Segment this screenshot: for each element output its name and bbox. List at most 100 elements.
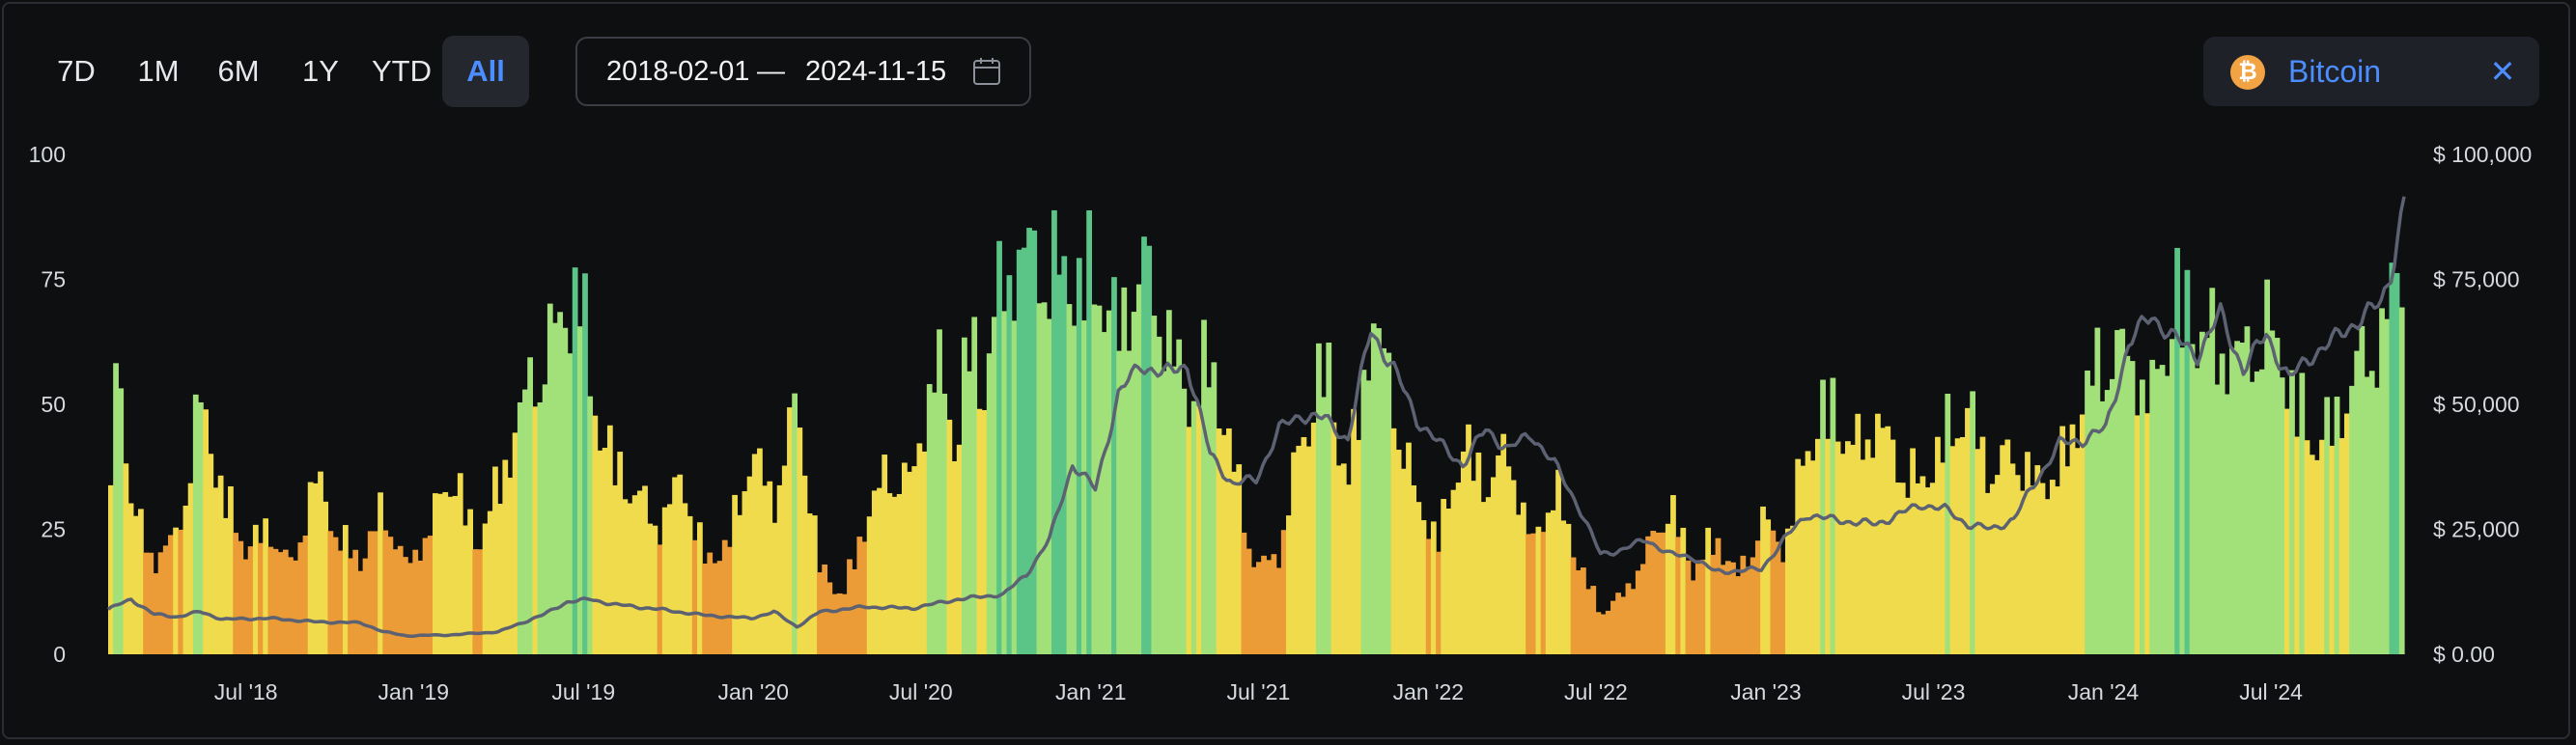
- index-bar: [487, 510, 493, 654]
- index-bar: [1261, 555, 1267, 654]
- close-icon[interactable]: ✕: [2489, 54, 2516, 89]
- index-bar: [1480, 502, 1487, 654]
- index-bar: [1346, 484, 1352, 654]
- index-bar: [173, 527, 179, 654]
- index-bar: [746, 476, 753, 654]
- index-bar: [138, 509, 144, 654]
- index-bar: [1530, 533, 1537, 654]
- range-all-button[interactable]: All: [442, 36, 529, 107]
- index-bar: [1236, 464, 1243, 654]
- index-bar: [447, 496, 454, 654]
- index-bar: [2259, 369, 2265, 654]
- left-axis-label: 100: [29, 142, 66, 167]
- index-bar: [512, 432, 518, 654]
- range-7d-button[interactable]: 7D: [57, 54, 96, 88]
- index-bar: [1211, 362, 1218, 654]
- x-axis-label: Jul '23: [1902, 679, 1966, 704]
- right-axis-label: $ 25,000: [2433, 517, 2520, 542]
- index-bar: [1595, 612, 1602, 654]
- index-bar: [856, 537, 863, 654]
- index-bar: [1106, 310, 1112, 654]
- index-bar: [2289, 370, 2295, 654]
- index-bar: [1190, 400, 1197, 654]
- index-bar: [1076, 258, 1082, 654]
- index-bar: [1141, 236, 1147, 654]
- range-6m-button[interactable]: 6M: [217, 54, 260, 88]
- index-bar: [1420, 520, 1427, 654]
- index-bar: [1869, 457, 1876, 654]
- index-bar: [452, 495, 459, 654]
- right-axis-label: $ 50,000: [2433, 392, 2520, 417]
- asset-name: Bitcoin: [2288, 54, 2382, 89]
- index-bar: [1665, 523, 1671, 654]
- index-bar: [1036, 303, 1043, 654]
- range-1y-button[interactable]: 1Y: [302, 54, 339, 88]
- index-bar: [1291, 452, 1297, 654]
- index-bar: [1256, 562, 1262, 654]
- left-axis-label: 0: [53, 642, 66, 667]
- index-bar: [797, 428, 803, 654]
- calendar-icon[interactable]: [971, 56, 1002, 87]
- index-bar: [721, 539, 728, 654]
- index-bar: [1526, 534, 1531, 654]
- index-bar: [302, 535, 309, 654]
- index-bar: [1376, 328, 1382, 654]
- index-bar: [127, 503, 134, 654]
- index-bar: [407, 563, 413, 654]
- index-bar: [1231, 471, 1237, 654]
- index-bar: [1605, 610, 1611, 654]
- index-bar: [2309, 455, 2315, 654]
- index-bar: [557, 312, 564, 654]
- index-bar: [1275, 567, 1282, 654]
- index-bar: [1225, 428, 1232, 654]
- index-bar: [1959, 436, 1966, 654]
- index-bar: [826, 582, 833, 654]
- index-bar: [2134, 415, 2141, 654]
- index-bar: [612, 484, 618, 654]
- index-bar: [1250, 566, 1257, 654]
- index-bar: [1924, 487, 1931, 654]
- date-range-picker[interactable]: 2018-02-01 — 2024-11-15: [575, 37, 1031, 106]
- index-bar: [1081, 320, 1087, 654]
- index-bar: [1445, 508, 1452, 654]
- index-bar: [2144, 413, 2150, 654]
- index-bar: [1790, 525, 1796, 654]
- index-bar: [1011, 320, 1018, 654]
- x-axis-label: Jul '19: [551, 679, 615, 704]
- x-axis-label: Jul '20: [889, 679, 953, 704]
- index-bar: [901, 462, 908, 654]
- range-1m-button[interactable]: 1M: [137, 54, 180, 88]
- index-bar: [811, 515, 818, 654]
- index-bar: [2283, 408, 2290, 654]
- range-ytd-button[interactable]: YTD: [372, 54, 432, 88]
- index-bar: [208, 454, 214, 654]
- asset-chip[interactable]: ₿ Bitcoin ✕: [2203, 37, 2539, 106]
- index-bar: [2154, 369, 2161, 654]
- index-bar: [2389, 262, 2395, 654]
- index-bar: [1360, 370, 1367, 654]
- index-bar: [1186, 427, 1192, 654]
- index-bar: [467, 509, 473, 654]
- index-bar: [1321, 397, 1327, 654]
- index-bar: [212, 487, 219, 654]
- index-bar: [1805, 451, 1811, 654]
- index-bar: [2104, 390, 2111, 654]
- index-bar: [1685, 560, 1692, 654]
- index-bar: [2025, 452, 2030, 654]
- index-bar: [2179, 347, 2186, 654]
- index-bar: [1949, 446, 1956, 654]
- index-bar: [168, 535, 174, 654]
- index-bar: [1515, 514, 1522, 654]
- index-bar: [2099, 400, 2106, 654]
- index-bar: [378, 492, 383, 654]
- index-bar: [1585, 589, 1591, 654]
- index-bar: [2224, 394, 2230, 654]
- index-bar: [1905, 497, 1911, 654]
- x-axis-label: Jan '24: [2068, 679, 2140, 704]
- index-bar: [327, 531, 334, 654]
- index-bar: [2294, 436, 2301, 654]
- index-bar: [497, 504, 503, 654]
- index-bar: [1466, 424, 1471, 654]
- index-bar: [672, 477, 678, 654]
